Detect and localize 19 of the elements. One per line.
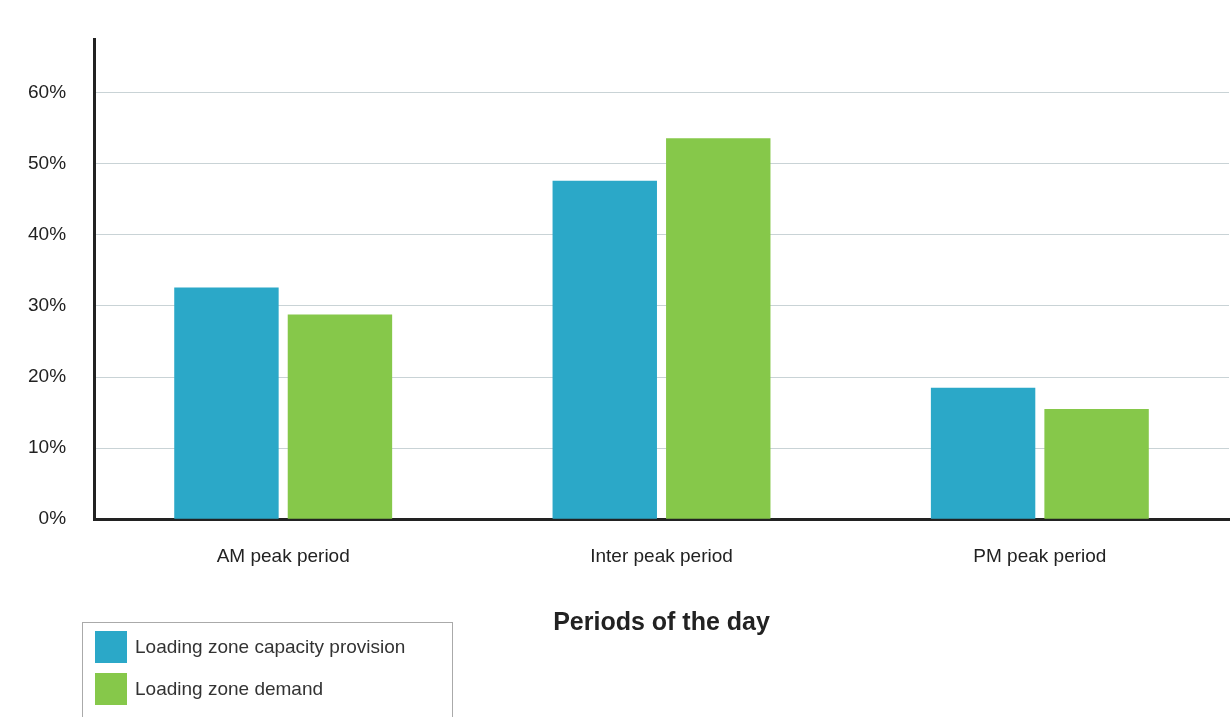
bar xyxy=(287,314,393,519)
bar xyxy=(1044,409,1149,519)
legend-label: Loading zone capacity provision xyxy=(135,636,406,658)
y-tick-label: 30% xyxy=(28,294,67,316)
y-tick-label: 10% xyxy=(28,436,67,458)
legend-label: Loading zone demand xyxy=(135,678,324,700)
x-tick-label: Inter peak period xyxy=(590,544,733,566)
y-tick-label: 0% xyxy=(38,507,67,529)
y-tick-label: 40% xyxy=(28,223,67,245)
bar xyxy=(930,387,1036,519)
x-tick-label: PM peak period xyxy=(973,544,1107,566)
bar xyxy=(174,287,279,519)
y-tick-label: 20% xyxy=(28,365,67,387)
y-tick-label: 60% xyxy=(28,80,67,102)
bar xyxy=(552,180,657,519)
x-tick-label: AM peak period xyxy=(216,544,350,566)
bar xyxy=(666,138,771,519)
y-tick-label: 50% xyxy=(28,152,67,174)
x-axis-title: Periods of the day xyxy=(553,606,770,635)
